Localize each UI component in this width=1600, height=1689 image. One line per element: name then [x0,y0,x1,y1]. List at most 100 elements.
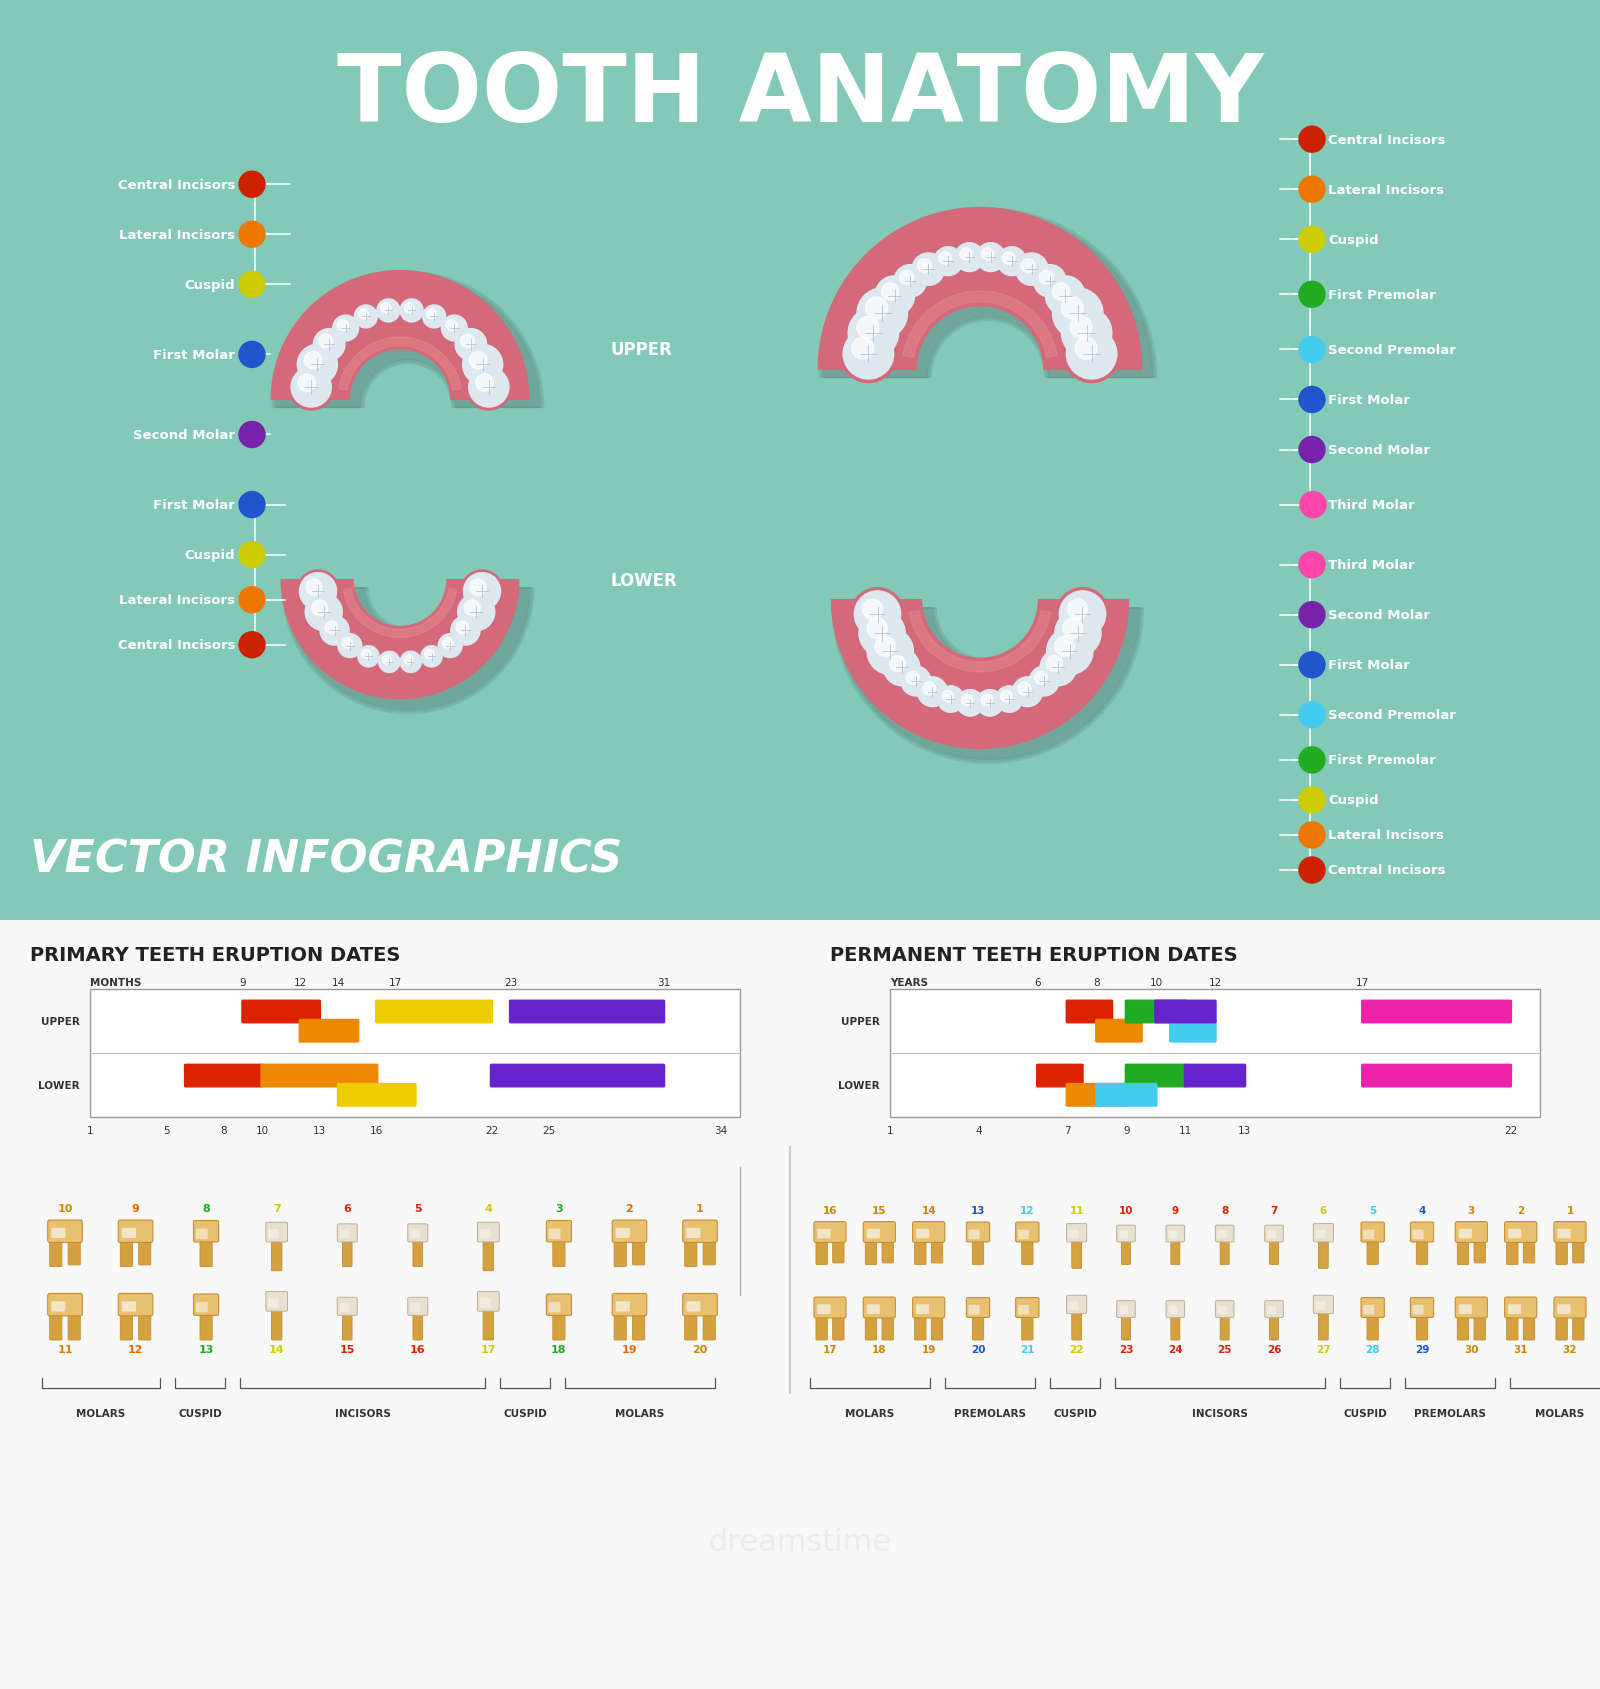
Circle shape [1299,787,1325,814]
FancyBboxPatch shape [1168,1306,1178,1314]
FancyBboxPatch shape [1216,1301,1234,1317]
Circle shape [962,694,973,706]
Text: 23: 23 [1118,1344,1133,1355]
Circle shape [942,691,954,703]
FancyBboxPatch shape [1066,1000,1112,1024]
FancyBboxPatch shape [686,1228,701,1238]
Circle shape [470,579,486,596]
Circle shape [845,304,902,363]
Text: 15: 15 [872,1204,886,1214]
Text: LOWER: LOWER [38,1081,80,1091]
Circle shape [382,655,392,665]
Text: 15: 15 [339,1344,355,1355]
FancyBboxPatch shape [1410,1297,1434,1317]
FancyBboxPatch shape [1096,1084,1157,1106]
Circle shape [1299,703,1325,728]
FancyBboxPatch shape [1416,1240,1427,1265]
Circle shape [354,306,378,329]
Circle shape [291,368,331,407]
Text: PREMOLARS: PREMOLARS [954,1409,1026,1419]
FancyBboxPatch shape [613,1221,646,1243]
Polygon shape [282,588,534,714]
Circle shape [440,314,469,343]
Text: UPPER: UPPER [42,1017,80,1027]
Text: CUSPID: CUSPID [502,1409,547,1419]
FancyBboxPatch shape [1507,1304,1522,1314]
Circle shape [422,306,446,329]
Text: 29: 29 [1414,1344,1429,1355]
FancyBboxPatch shape [1168,1231,1178,1238]
FancyBboxPatch shape [1067,1225,1086,1241]
Text: 6: 6 [1035,978,1042,988]
FancyBboxPatch shape [118,1294,154,1316]
FancyBboxPatch shape [1318,1240,1328,1268]
Circle shape [1299,177,1325,203]
Circle shape [917,677,947,708]
FancyBboxPatch shape [51,1302,66,1312]
FancyBboxPatch shape [864,1297,896,1317]
FancyBboxPatch shape [342,1312,352,1341]
Text: 5: 5 [163,1125,170,1135]
FancyBboxPatch shape [139,1314,150,1341]
FancyBboxPatch shape [195,1302,208,1312]
Circle shape [1299,226,1325,253]
FancyBboxPatch shape [1573,1240,1584,1263]
Circle shape [437,633,464,660]
Circle shape [238,272,266,299]
FancyBboxPatch shape [272,1309,282,1341]
Circle shape [320,616,349,645]
Circle shape [461,571,502,613]
Circle shape [858,318,878,339]
Text: 25: 25 [1218,1344,1232,1355]
FancyBboxPatch shape [1362,1000,1512,1024]
Text: MONTHS: MONTHS [90,978,141,988]
Circle shape [918,260,931,274]
Text: 10: 10 [1149,978,1163,988]
Text: CUSPID: CUSPID [1342,1409,1387,1419]
Circle shape [1054,637,1075,657]
Text: 6: 6 [1320,1204,1326,1214]
FancyBboxPatch shape [477,1223,499,1241]
Circle shape [1299,282,1325,307]
Text: Central Incisors: Central Incisors [1328,865,1445,877]
Circle shape [454,329,486,361]
Circle shape [1061,309,1112,358]
Text: 28: 28 [1365,1344,1379,1355]
Text: 9: 9 [131,1203,139,1213]
Circle shape [1299,603,1325,628]
Text: 8: 8 [221,1125,227,1135]
Polygon shape [282,581,518,699]
Circle shape [995,245,1029,279]
Circle shape [1046,655,1062,672]
Circle shape [1043,274,1088,319]
FancyBboxPatch shape [912,1297,944,1317]
Circle shape [238,632,266,659]
FancyBboxPatch shape [1166,1226,1184,1241]
Circle shape [1043,625,1096,679]
FancyBboxPatch shape [1166,1301,1184,1317]
Text: 4: 4 [1418,1204,1426,1214]
Circle shape [974,242,1008,274]
Circle shape [298,375,315,392]
FancyBboxPatch shape [1362,1223,1384,1241]
Text: PREMOLARS: PREMOLARS [1414,1409,1486,1419]
FancyBboxPatch shape [549,1230,560,1240]
Text: 23: 23 [504,978,517,988]
FancyBboxPatch shape [1314,1225,1333,1241]
FancyBboxPatch shape [1474,1317,1485,1341]
Circle shape [864,625,917,679]
Text: YEARS: YEARS [890,978,928,988]
FancyBboxPatch shape [339,1230,349,1238]
FancyBboxPatch shape [376,1000,493,1024]
Text: UPPER: UPPER [610,341,672,360]
FancyBboxPatch shape [1218,1306,1227,1314]
Circle shape [939,253,952,265]
Text: CUSPID: CUSPID [178,1409,222,1419]
Circle shape [403,655,413,665]
Circle shape [298,571,339,613]
Circle shape [938,686,965,713]
FancyBboxPatch shape [242,1000,320,1024]
Circle shape [995,686,1022,713]
Text: 11: 11 [1179,1125,1192,1135]
Circle shape [901,667,931,696]
